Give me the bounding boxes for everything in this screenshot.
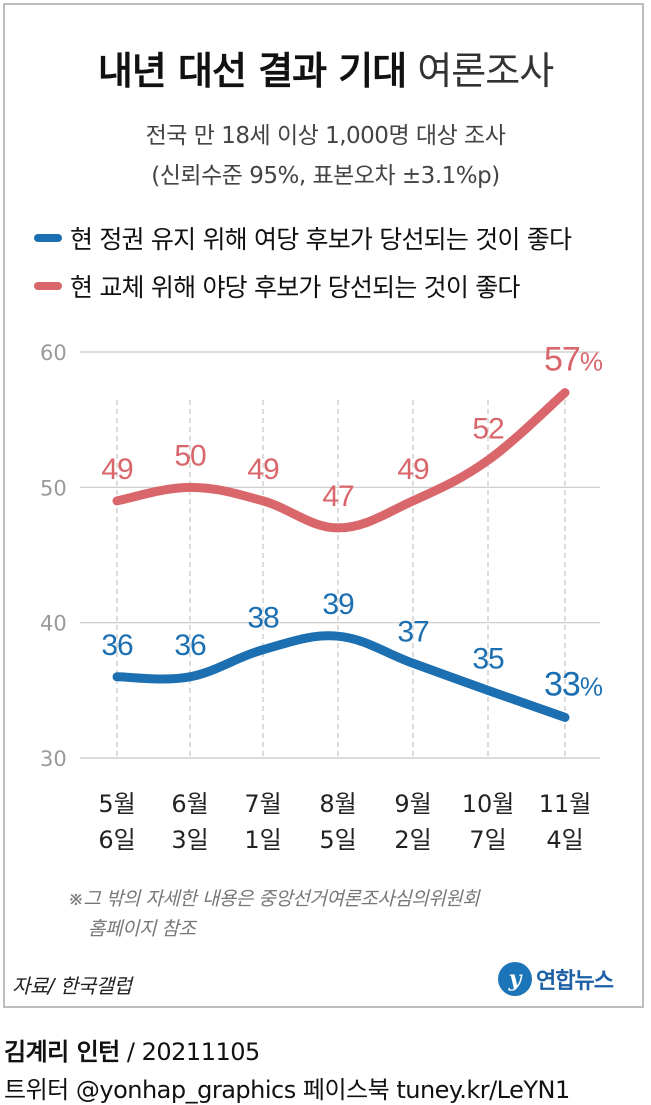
legend-item-opposition: 현 교체 위해 야당 후보가 당선되는 것이 좋다 [34,268,520,304]
infographic-panel [3,3,644,1008]
page-title: 내년 대선 결과 기대 여론조사 [0,40,651,95]
data-label-series-1: 50 [174,439,206,472]
y-tick-label: 50 [40,476,67,500]
x-tick-label-month: 6월 [171,790,208,818]
x-tick-label-day: 1일 [244,826,281,854]
x-tick-label-month: 9월 [394,790,431,818]
data-label-series-0: 36 [101,629,133,662]
subtitle-sample: 전국 만 18세 이상 1,000명 대상 조사 [145,123,506,149]
data-label-series-1: 49 [101,453,133,486]
data-label-series-0: 35 [472,642,504,675]
data-label-series-0: 38 [247,602,279,635]
credit-date: / 20211105 [119,1038,260,1066]
note-line-1: ※그 밖의 자세한 내용은 중앙선거여론조사심의위원회 [68,888,480,910]
yonhap-logo-mark: y [498,962,532,996]
data-label-series-0: 33% [544,665,603,703]
x-tick-label-day: 4일 [546,826,583,854]
data-label-series-0: 36 [174,629,206,662]
credit-social: 트위터 @yonhap_graphics 페이스북 tuney.kr/LeYN1 [4,1076,570,1104]
data-label-series-1: 57% [544,341,603,379]
series-line-1 [112,388,570,533]
note-line-2: 홈페이지 참조 [88,918,196,940]
x-tick-label-day: 5일 [319,826,356,854]
credit-author: 김계리 인턴 [4,1038,120,1066]
y-tick-label: 30 [40,747,67,771]
y-tick-label: 40 [40,612,67,636]
data-label-series-1: 49 [397,453,429,486]
title-light: 여론조사 [417,49,554,93]
x-tick-label-month: 10월 [462,790,515,818]
x-tick-label-month: 11월 [539,790,592,818]
x-tick-label-day: 6일 [98,826,135,854]
source-text: 자료/ 한국갤럽 [12,974,132,998]
credit-line: 김계리 인턴 / 20211105 [4,1032,260,1067]
x-tick-label-day: 2일 [394,826,431,854]
x-tick-label-month: 5월 [98,790,135,818]
data-label-series-1: 49 [247,453,279,486]
data-label-series-0: 37 [397,615,429,648]
yonhap-logo: y 연합뉴스 [498,962,614,996]
y-tick-label: 60 [40,341,67,365]
x-tick-label-month: 7월 [244,790,281,818]
subtitle-confidence: (신뢰수준 95%, 표본오차 ±3.1%p) [151,163,500,189]
title-bold: 내년 대선 결과 기대 [97,49,407,93]
legend-item-ruling: 현 정권 유지 위해 여당 후보가 당선되는 것이 좋다 [34,220,572,256]
x-tick-label-day: 3일 [171,826,208,854]
legend-swatch-blue [34,234,62,242]
x-tick-label-day: 7일 [469,826,506,854]
yonhap-logo-text: 연합뉴스 [536,969,614,994]
legend-label-opposition: 현 교체 위해 야당 후보가 당선되는 것이 좋다 [70,273,520,302]
series-line-0 [112,631,570,722]
legend-swatch-red [34,282,62,290]
x-tick-label-month: 8월 [319,790,356,818]
legend-label-ruling: 현 정권 유지 위해 여당 후보가 당선되는 것이 좋다 [70,225,572,254]
data-label-series-1: 52 [472,412,504,445]
data-label-series-1: 47 [322,480,354,513]
data-label-series-0: 39 [322,588,354,621]
